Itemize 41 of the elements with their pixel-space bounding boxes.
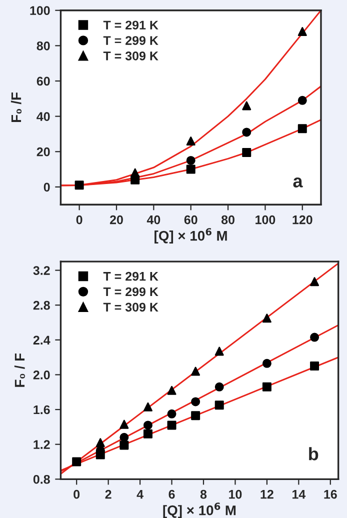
y-tick-label: 1.6 — [34, 405, 50, 414]
y-tick-label: 0 — [44, 182, 50, 192]
x-tick-label: 20 — [110, 215, 123, 224]
legend-label: T = 299 K — [103, 36, 158, 45]
legend-label: T = 309 K — [103, 51, 158, 60]
x-tick-label: 6 — [168, 490, 175, 499]
y-tick-label: 80 — [36, 41, 50, 50]
x-tick-label: 0 — [76, 215, 82, 224]
x-tick-label: 40 — [146, 215, 160, 224]
legend-label: T = 291 K — [103, 20, 158, 30]
y-tick-label: 2.8 — [33, 300, 50, 310]
x-tick-label: 100 — [256, 215, 276, 224]
x-tick-label: 12 — [260, 490, 274, 499]
y-tick-label: 3.2 — [33, 266, 50, 275]
x-tick-label: 10 — [229, 490, 242, 499]
x-tick-label: 60 — [184, 215, 198, 224]
x-axis-title: [Q] × 10$^{6}$ M — [154, 228, 227, 244]
x-tick-label: 120 — [292, 215, 312, 224]
legend-label: T = 309 K — [103, 302, 158, 312]
y-tick-label: 0.8 — [33, 474, 50, 484]
x-tick-label: 80 — [221, 215, 234, 224]
y-tick-label: 20 — [36, 147, 50, 156]
x-tick-label: 14 — [292, 490, 306, 499]
annotation: a — [293, 178, 303, 188]
y-tick-label: 2.0 — [33, 370, 50, 380]
x-tick-label: 2 — [105, 490, 112, 499]
annotation: b — [309, 447, 318, 460]
legend-label: T = 291 K — [103, 272, 158, 281]
y-tick-label: 1.2 — [34, 440, 50, 449]
y-tick-label: 40 — [36, 112, 50, 121]
y-tick-label: 60 — [36, 76, 50, 86]
x-tick-label: 8 — [200, 490, 207, 499]
y-axis-title: F₀ / F — [14, 353, 25, 387]
x-axis-title: [Q] × 10$^{6}$ M — [163, 502, 236, 518]
y-axis-title: F₀ /F — [10, 92, 22, 122]
y-tick-label: 2.4 — [33, 336, 50, 344]
x-tick-label: 16 — [324, 490, 337, 499]
x-tick-label: 4 — [136, 490, 144, 499]
y-tick-label: 100 — [30, 6, 50, 16]
legend-label: T = 299 K — [103, 287, 158, 296]
x-tick-label: 0 — [74, 490, 80, 499]
